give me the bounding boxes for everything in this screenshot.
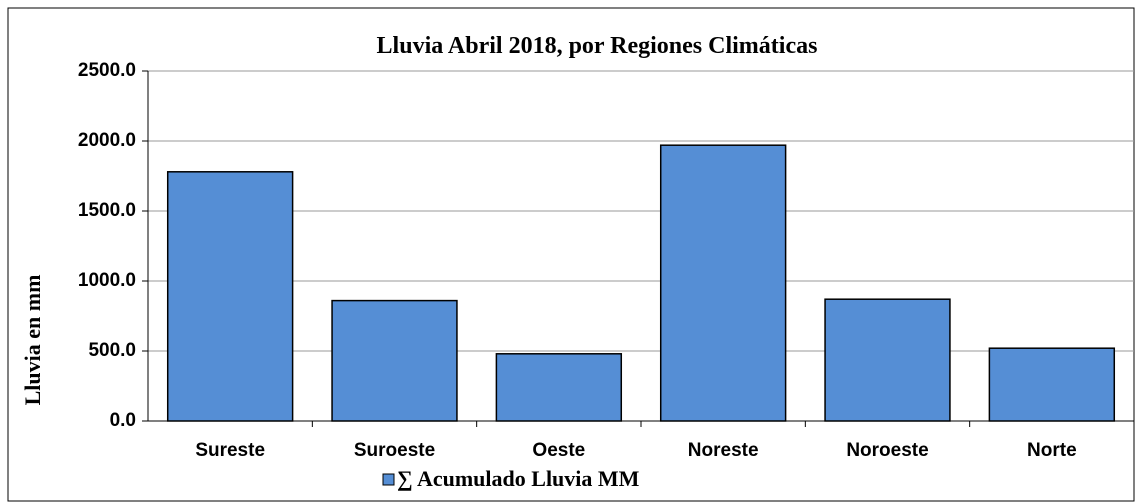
legend-swatch — [382, 473, 395, 486]
bar — [166, 171, 294, 422]
x-tick-label: Noroeste — [846, 440, 928, 461]
y-tick-label: 2500.0 — [78, 60, 136, 81]
legend-label: ∑ Acumulado Lluvia MM — [397, 466, 640, 491]
x-tick-label: Noreste — [688, 440, 759, 461]
y-tick-label: 0.0 — [110, 410, 136, 431]
chart-title: Lluvia Abril 2018, por Regiones Climátic… — [377, 33, 818, 59]
x-tick-label: Suroeste — [354, 440, 435, 461]
y-tick-label: 1500.0 — [78, 200, 136, 221]
bar — [659, 144, 787, 422]
bar — [495, 353, 623, 422]
y-axis-label: Lluvia en mm — [20, 275, 45, 406]
x-tick-label: Oeste — [532, 440, 585, 461]
x-tick-label: Norte — [1027, 440, 1077, 461]
bar — [988, 347, 1116, 422]
bar — [824, 298, 951, 422]
bar — [331, 299, 458, 422]
y-tick-label: 1000.0 — [78, 270, 136, 291]
x-tick-label: Sureste — [195, 440, 265, 461]
y-tick-label: 500.0 — [88, 340, 136, 361]
y-tick-label: 2000.0 — [78, 130, 136, 151]
